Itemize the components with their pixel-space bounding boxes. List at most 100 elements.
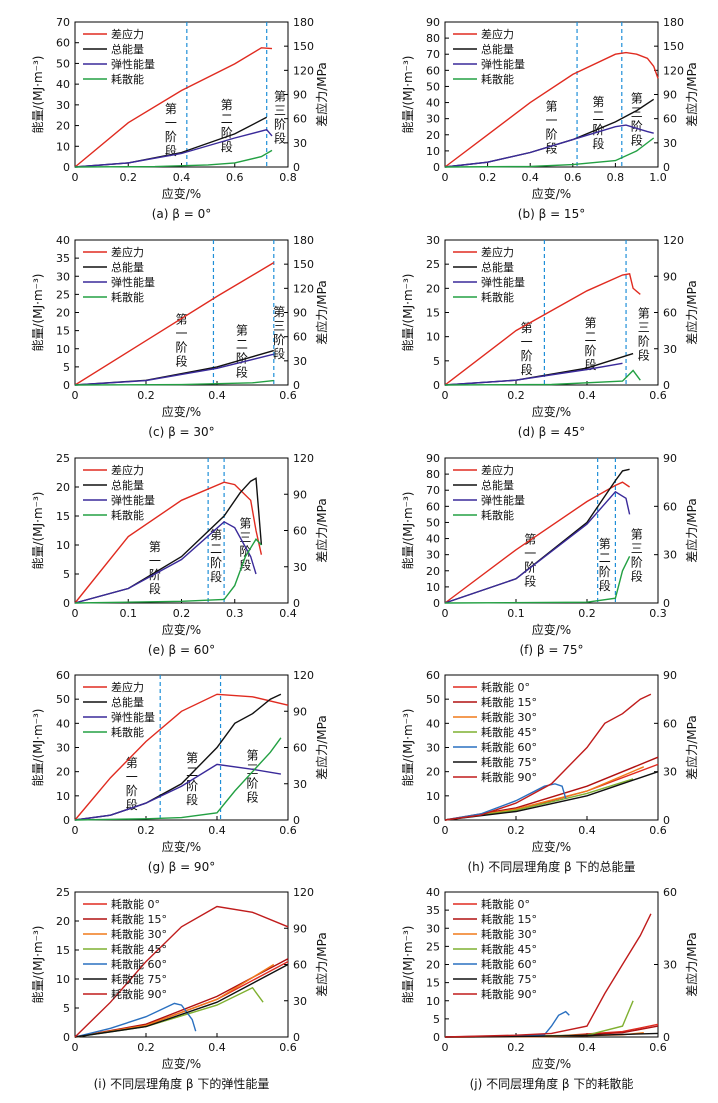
y-tick-label: 50 [426, 693, 440, 706]
y-tick-label: 20 [426, 565, 440, 578]
y2-axis-label: 差应力/MPa [684, 932, 699, 996]
y-tick-label: 30 [426, 113, 440, 126]
stage-label: 阶 [638, 334, 650, 348]
x-tick-label: 0.2 [578, 607, 596, 620]
stage-label: 段 [638, 347, 650, 362]
stage-label: 第 [149, 540, 161, 554]
series-line [444, 693, 652, 821]
y-tick-label: 10 [426, 790, 440, 803]
x-tick-label: 0.2 [137, 1041, 155, 1054]
x-axis-label: 应变/% [162, 1056, 201, 1071]
legend-label: 耗散能 60° [111, 957, 167, 971]
y2-tick-label: 30 [663, 343, 677, 356]
legend-label: 差应力 [481, 245, 514, 259]
stage-label: 第 [631, 528, 643, 542]
y-tick-label: 0 [63, 814, 70, 827]
stage-label: 三 [638, 320, 650, 334]
stage-label: 第 [521, 321, 533, 335]
y-tick-label: 60 [56, 37, 70, 50]
x-tick-label: 0.2 [507, 824, 525, 837]
y2-tick-label: 0 [663, 379, 670, 392]
stage-label: 二 [210, 542, 222, 556]
x-tick-label: 0 [442, 1041, 449, 1054]
stage-label: 第 [638, 306, 650, 320]
y-tick-label: 50 [56, 693, 70, 706]
y2-tick-label: 30 [663, 549, 677, 562]
x-tick-label: 0.3 [226, 607, 244, 620]
y2-tick-label: 0 [663, 1031, 670, 1044]
y2-tick-label: 60 [663, 500, 677, 513]
x-axis-label: 应变/% [162, 186, 201, 201]
stage-label: 段 [545, 141, 557, 156]
stage-label: 阶 [273, 333, 285, 347]
y2-tick-label: 120 [663, 234, 684, 247]
y2-tick-label: 0 [293, 814, 300, 827]
x-tick-label: 0 [442, 389, 449, 402]
x-axis-label: 应变/% [532, 404, 571, 419]
y-tick-label: 10 [56, 790, 70, 803]
chart-panel-5: 0 0.1 0.2 0.301020304050607080900306090应变/%… [401, 452, 699, 657]
series-line [444, 124, 654, 168]
legend-label: 总能量 [481, 478, 514, 492]
stage-label: 段 [524, 573, 536, 588]
x-axis-label: 应变/% [532, 839, 571, 854]
stage-label: 段 [186, 792, 198, 807]
y-tick-label: 40 [426, 717, 440, 730]
stage-label: 段 [175, 353, 187, 368]
y2-tick-label: 90 [663, 89, 677, 102]
y-tick-label: 15 [56, 325, 70, 338]
y2-tick-label: 90 [293, 705, 307, 718]
series-line [74, 481, 263, 604]
x-tick-label: 0 [72, 1041, 79, 1054]
y2-tick-label: 90 [293, 488, 307, 501]
y-tick-label: 40 [426, 97, 440, 110]
legend-label: 耗散能 [111, 725, 144, 739]
y2-tick-label: 180 [293, 16, 314, 29]
y-tick-label: 60 [426, 669, 440, 682]
legend-label: 差应力 [111, 245, 144, 259]
stage-label: 阶 [545, 128, 557, 142]
x-tick-label: 1.0 [649, 171, 667, 184]
y-tick-label: 0 [433, 597, 440, 610]
series-line [74, 379, 274, 386]
y-tick-label: 40 [426, 533, 440, 546]
y-tick-label: 25 [426, 258, 440, 271]
x-tick-label: 0.4 [578, 1041, 596, 1054]
y2-tick-label: 150 [663, 40, 684, 53]
x-tick-label: 0.8 [279, 171, 297, 184]
panel-caption: (d) β = 45° [518, 425, 585, 439]
y2-axis-label: 差应力/MPa [684, 498, 699, 562]
x-tick-label: 0.8 [607, 171, 625, 184]
y2-tick-label: 90 [293, 922, 307, 935]
y2-tick-label: 0 [663, 161, 670, 174]
stage-label: 段 [599, 578, 611, 593]
y-tick-label: 0 [63, 161, 70, 174]
stage-label: 阶 [175, 340, 187, 354]
panel-caption: (h) 不同层理角度 β 下的总能量 [467, 859, 635, 874]
stage-label: 段 [239, 558, 251, 573]
stage-label: 阶 [521, 349, 533, 363]
stage-label: 一 [524, 546, 536, 560]
legend-label: 差应力 [111, 27, 144, 41]
y2-tick-label: 60 [663, 717, 677, 730]
legend-label: 耗散能 30° [481, 710, 537, 724]
panel-caption: (a) β = 0° [152, 207, 212, 221]
x-tick-label: 0 [442, 171, 449, 184]
legend-label: 耗散能 75° [111, 972, 167, 986]
x-tick-label: 0.2 [507, 1041, 525, 1054]
series-line [444, 137, 655, 168]
legend-label: 总能量 [111, 42, 144, 56]
y2-tick-label: 120 [293, 282, 314, 295]
y2-tick-label: 60 [663, 886, 677, 899]
series-line [74, 905, 289, 1038]
x-tick-label: 0 [72, 171, 79, 184]
y-tick-label: 50 [426, 516, 440, 529]
panel-caption: (j) 不同层理角度 β 下的耗散能 [470, 1076, 634, 1091]
x-tick-label: 0 [442, 824, 449, 837]
chart-panel-9: 0 0.2 0.4 0.6051015202530354003060应变/%能量/(M… [401, 886, 699, 1091]
legend-label: 耗散能 30° [111, 927, 167, 941]
y2-axis-label: 差应力/MPa [684, 715, 699, 779]
y-tick-label: 20 [56, 307, 70, 320]
y-tick-label: 60 [56, 669, 70, 682]
stage-label: 一 [149, 554, 161, 568]
